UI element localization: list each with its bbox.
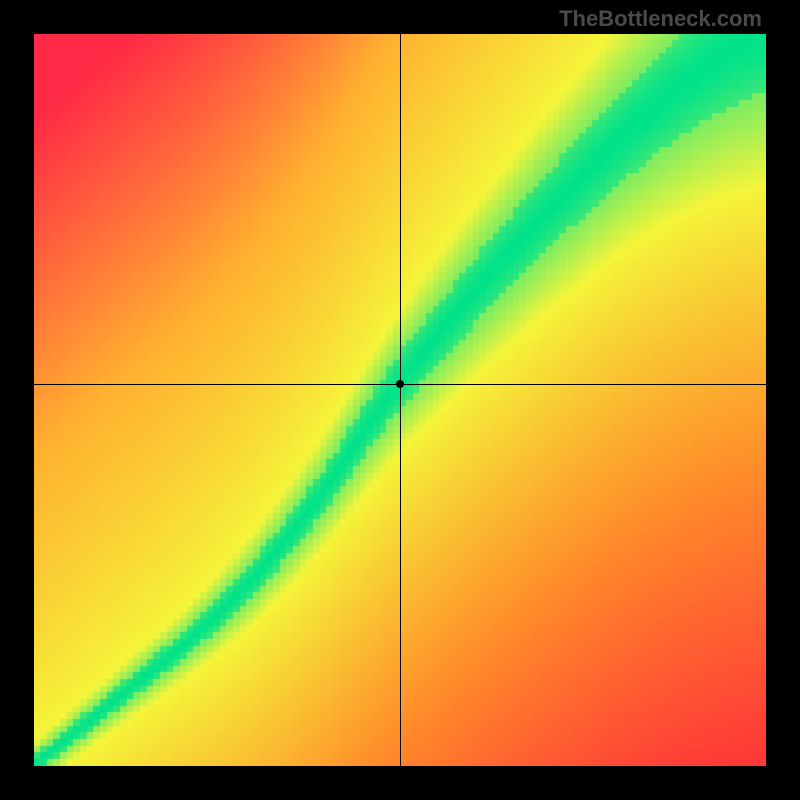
watermark-text: TheBottleneck.com	[559, 6, 762, 32]
selection-marker	[396, 380, 404, 388]
crosshair-vertical	[400, 34, 401, 766]
bottleneck-heatmap-plot	[34, 34, 766, 766]
